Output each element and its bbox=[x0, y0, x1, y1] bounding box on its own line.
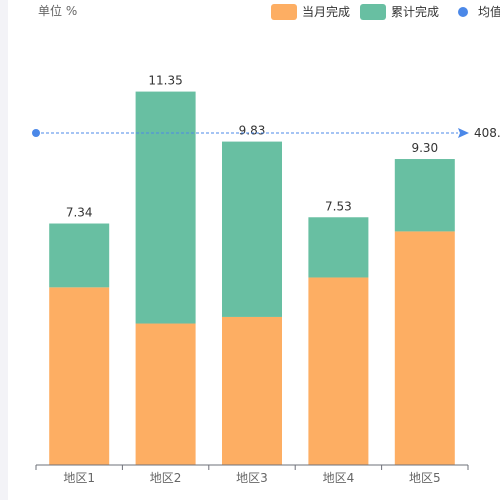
legend: 当月完成 累计完成 均值 bbox=[271, 4, 500, 20]
bar-cumulative-5[interactable] bbox=[394, 159, 455, 232]
bar-total-label: 7.34 bbox=[66, 206, 93, 220]
chart-panel: 单位 % 当月完成 累计完成 均值 7.34 11.35 9.83 7.53 9.30 … bbox=[8, 0, 500, 500]
average-line-arrow bbox=[458, 128, 469, 138]
legend-item-average[interactable]: 均值 bbox=[458, 4, 500, 19]
bar-monthly-1[interactable] bbox=[49, 287, 110, 465]
bar-total-label: 9.83 bbox=[239, 124, 266, 138]
bar-cumulative-3[interactable] bbox=[222, 141, 282, 317]
legend-label-cumulative: 累计完成 bbox=[391, 4, 439, 19]
x-axis-ticks bbox=[35, 465, 469, 470]
bar-cumulative-2[interactable] bbox=[135, 91, 196, 324]
average-line-label: 408.8 bbox=[474, 126, 500, 140]
bar-monthly-2[interactable] bbox=[135, 323, 196, 465]
bars-group bbox=[49, 91, 455, 465]
bar-monthly-3[interactable] bbox=[222, 316, 282, 465]
legend-label-monthly: 当月完成 bbox=[302, 4, 350, 19]
stacked-bar-chart: 单位 % 当月完成 累计完成 均值 7.3411.359.837.539.30 … bbox=[32, 3, 500, 485]
unit-label: 单位 % bbox=[38, 3, 77, 18]
x-tick-label: 地区4 bbox=[323, 471, 355, 485]
bar-total-label: 11.35 bbox=[148, 74, 182, 88]
average-line-start-marker bbox=[32, 129, 40, 137]
x-tick-label: 地区2 bbox=[150, 471, 182, 485]
bar-monthly-4[interactable] bbox=[308, 277, 369, 465]
legend-label-average: 均值 bbox=[478, 4, 500, 19]
legend-swatch-cumulative bbox=[360, 4, 386, 20]
bar-cumulative-1[interactable] bbox=[49, 223, 110, 288]
average-line-group: 408.8 bbox=[32, 126, 500, 140]
value-labels: 7.34 11.35 9.83 7.53 9.30 bbox=[66, 74, 438, 220]
x-tick-label: 地区1 bbox=[63, 471, 95, 485]
x-axis-labels: 地区1 地区2 地区3 地区4 地区5 bbox=[63, 471, 440, 485]
bar-cumulative-4[interactable] bbox=[308, 217, 369, 278]
bar-total-label: 7.53 bbox=[325, 199, 352, 213]
x-tick-label: 地区5 bbox=[409, 471, 441, 485]
legend-item-monthly[interactable]: 当月完成 bbox=[271, 4, 350, 20]
legend-swatch-monthly bbox=[271, 4, 297, 20]
bar-total-label: 9.30 bbox=[411, 141, 438, 155]
x-tick-label: 地区3 bbox=[236, 471, 268, 485]
legend-item-cumulative[interactable]: 累计完成 bbox=[360, 4, 439, 20]
bar-monthly-5[interactable] bbox=[394, 231, 455, 465]
legend-marker-average bbox=[458, 7, 468, 17]
